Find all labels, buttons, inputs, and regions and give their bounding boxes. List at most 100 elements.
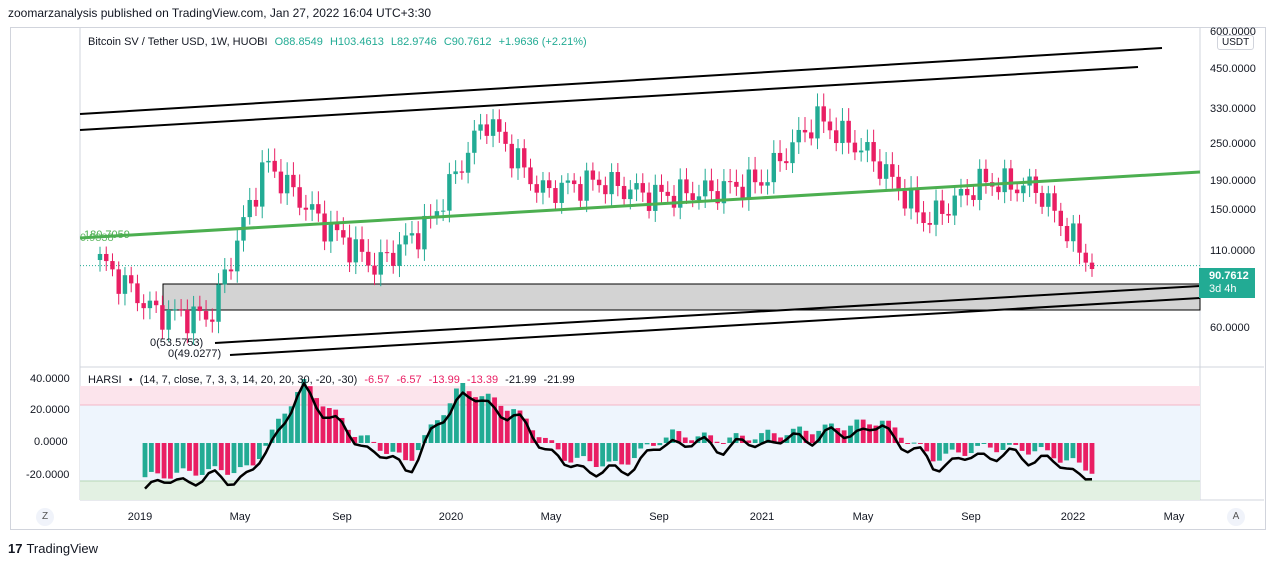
harsi-bar [651, 443, 656, 446]
harsi-bar [689, 440, 694, 443]
candle-body [777, 152, 783, 162]
candle-body [621, 185, 627, 200]
harsi-bar [1057, 443, 1063, 463]
footer-brand[interactable]: 17 TradingView [8, 541, 98, 556]
harsi-bar [1064, 443, 1069, 461]
indicator-name[interactable]: HARSI [88, 374, 122, 386]
harsi-bar [199, 443, 205, 475]
candle-body [284, 174, 290, 194]
current-price-label: 90.7612 3d 4h [1199, 268, 1255, 298]
harsi-bar [1051, 443, 1057, 459]
candle-body [1077, 223, 1082, 253]
harsi-bar [790, 428, 796, 443]
candle-body [122, 275, 128, 294]
candle-body [634, 183, 639, 190]
candle-body [528, 167, 533, 185]
candle-body [908, 187, 914, 209]
harsi-bar [727, 437, 733, 443]
candle-body [540, 180, 546, 193]
candle-body [858, 150, 864, 153]
indicator-legend: HARSI • (14, 7, close, 7, 3, 3, 14, 20, … [88, 374, 579, 386]
candle-body [646, 192, 652, 211]
candle-body [702, 180, 708, 197]
indicator-tick: 40.0000 [30, 373, 70, 385]
chart-frame [10, 27, 1266, 530]
candle-body [890, 164, 895, 177]
auto-scale-button[interactable]: Z [36, 508, 54, 526]
candle-body [328, 223, 334, 242]
candle-body [971, 195, 976, 200]
candle-body [958, 189, 964, 196]
harsi-bar [180, 443, 186, 469]
harsi-bar [994, 443, 1000, 453]
harsi-bar [473, 397, 478, 443]
x-axis-label: 2022 [1060, 511, 1086, 523]
harsi-bar [587, 443, 593, 462]
harsi-bar [1032, 443, 1038, 452]
candle-body [871, 142, 876, 162]
candle-body [815, 106, 820, 139]
harsi-bar [231, 443, 237, 474]
candle-body [472, 130, 477, 153]
harsi-bar [142, 443, 148, 478]
harsi-bar [1089, 443, 1095, 474]
candle-body [983, 168, 989, 183]
harsi-bar [943, 443, 949, 454]
price-tick: 330.0000 [1210, 103, 1256, 115]
harsi-bar [498, 405, 504, 443]
candle-body [834, 130, 839, 144]
harsi-bar [282, 413, 288, 443]
candle-body [222, 269, 227, 285]
x-axis-label: Sep [961, 511, 981, 523]
harsi-bar [1019, 443, 1025, 451]
indicator-tick: 20.0000 [30, 404, 70, 416]
candle-body [865, 142, 870, 151]
candle-body [1058, 210, 1064, 226]
candle-body [790, 142, 795, 164]
candle-body [684, 179, 689, 194]
harsi-bar [676, 431, 682, 443]
candle-body [1033, 176, 1039, 193]
harsi-bar [956, 443, 961, 453]
harsi-bar [549, 440, 555, 443]
candle-body [628, 189, 633, 200]
main-legend: Bitcoin SV / Tether USD, 1W, HUOBI O88.8… [88, 36, 591, 48]
harsi-bar [523, 418, 529, 443]
harsi-bar [454, 388, 459, 443]
candle-body [796, 129, 801, 143]
indicator-value-4: -13.39 [466, 374, 499, 386]
harsi-bar [250, 443, 256, 466]
harsi-bar [320, 406, 326, 443]
harsi-bar [759, 433, 764, 443]
harsi-bar [244, 443, 250, 466]
harsi-bar [1038, 443, 1044, 448]
harsi-bar [187, 443, 192, 471]
candle-body [253, 199, 259, 207]
candle-body [840, 120, 845, 144]
harsi-bar [263, 443, 269, 446]
harsi-bar [975, 443, 980, 446]
x-axis-label: May [1163, 511, 1185, 523]
overbought-band [80, 386, 1200, 405]
indicator-tick: 0.0000 [34, 436, 68, 448]
auto-button[interactable]: A [1227, 508, 1245, 526]
candle-body [459, 171, 465, 173]
candle-body [659, 184, 664, 192]
candle-body [422, 215, 427, 250]
currency-badge[interactable]: USDT [1217, 35, 1255, 50]
candle-body [852, 142, 858, 153]
candle-body [690, 193, 695, 200]
candle-body [235, 240, 240, 272]
candle-body [1002, 168, 1007, 193]
harsi-bar [441, 415, 447, 443]
harsi-bar [365, 435, 370, 443]
candle-body [141, 303, 146, 309]
candle-body [927, 223, 932, 225]
price-tick: 110.0000 [1210, 245, 1256, 257]
candle-body [266, 160, 271, 163]
harsi-bar [816, 430, 822, 443]
harsi-bar [447, 403, 453, 443]
harsi-bar [168, 443, 173, 479]
candle-body [110, 261, 115, 270]
